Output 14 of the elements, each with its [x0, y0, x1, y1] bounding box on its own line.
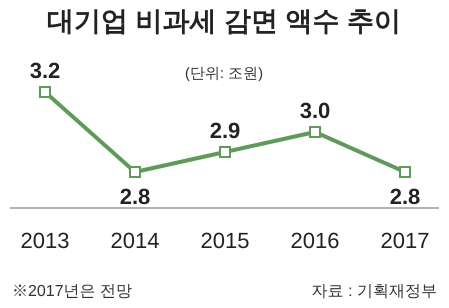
- data-label: 2.8: [390, 184, 420, 209]
- data-label: 3.2: [30, 58, 60, 83]
- data-label: 2.8: [120, 184, 150, 209]
- x-tick: 2013: [20, 228, 70, 253]
- title: 대기업 비과세 감면 액수 추이: [47, 6, 401, 36]
- annotation: ※2017년은 전망: [12, 283, 132, 300]
- x-tick: 2017: [380, 228, 430, 253]
- data-label: 2.9: [210, 118, 240, 143]
- subtitle: (단위: 조원): [184, 65, 264, 82]
- data-label: 3.0: [300, 98, 330, 123]
- x-tick: 2014: [110, 228, 160, 253]
- annotation: 자료 : 기획재정부: [312, 283, 437, 300]
- x-tick: 2016: [290, 228, 340, 253]
- x-tick: 2015: [200, 228, 250, 253]
